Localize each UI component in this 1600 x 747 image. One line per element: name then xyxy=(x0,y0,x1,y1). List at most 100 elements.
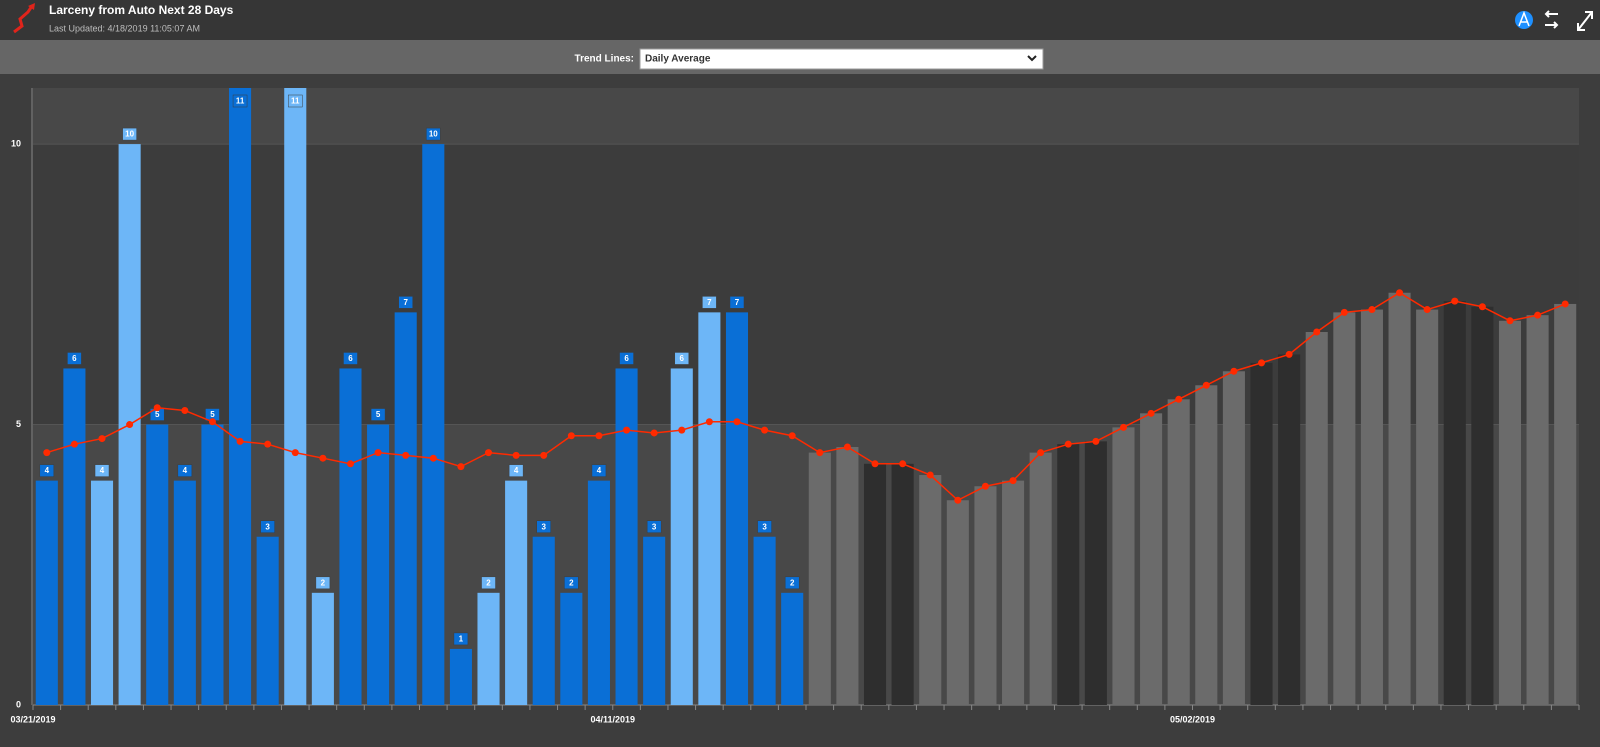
data-label: 3 xyxy=(652,522,657,531)
trend-point xyxy=(1340,308,1348,316)
logo-arrow xyxy=(28,3,35,10)
bar xyxy=(1333,312,1356,705)
swap-arrow[interactable] xyxy=(1544,10,1558,18)
data-label: 1 xyxy=(459,635,464,644)
bar xyxy=(1554,303,1577,705)
trend-point xyxy=(1258,359,1266,367)
data-label-box xyxy=(702,296,717,309)
bar xyxy=(615,368,638,705)
data-label: 4 xyxy=(597,466,602,475)
data-label-box xyxy=(288,94,303,108)
bar xyxy=(422,144,445,705)
trend-point xyxy=(153,404,161,412)
user-icon[interactable] xyxy=(1515,10,1533,29)
trend-point xyxy=(567,432,575,440)
x-tick-label: 04/11/2019 xyxy=(590,714,635,724)
bar xyxy=(1112,427,1135,705)
trend-point xyxy=(70,440,78,448)
data-label: 6 xyxy=(348,354,353,363)
trend-point xyxy=(1119,423,1127,431)
data-label-box xyxy=(177,464,193,477)
trend-point xyxy=(1037,449,1045,457)
data-label: 5 xyxy=(210,410,215,419)
data-label-box xyxy=(564,576,579,590)
bar xyxy=(698,312,721,705)
swap-icon[interactable] xyxy=(1544,10,1559,29)
data-label: 5 xyxy=(155,410,160,419)
bar xyxy=(1222,371,1245,705)
trend-point xyxy=(126,421,134,429)
bar xyxy=(1305,331,1328,705)
trend-point xyxy=(899,460,907,468)
trend-point xyxy=(1478,303,1486,311)
trend-point xyxy=(705,418,713,426)
data-label-box xyxy=(481,576,496,590)
avatar-glyph xyxy=(1518,10,1530,27)
trend-point xyxy=(1009,477,1017,485)
trend-point xyxy=(1396,289,1404,297)
data-label-box xyxy=(784,576,800,590)
data-label-box xyxy=(260,520,275,533)
bar xyxy=(201,424,224,705)
header-bar xyxy=(0,0,1600,40)
trend-point xyxy=(678,426,686,434)
data-label: 4 xyxy=(100,466,105,475)
trend-point xyxy=(1561,300,1569,308)
expand-glyph[interactable] xyxy=(1577,11,1593,31)
trend-point xyxy=(871,460,879,468)
bar xyxy=(863,463,887,705)
select-box[interactable] xyxy=(639,48,1044,70)
data-label: 3 xyxy=(265,522,270,531)
trend-point xyxy=(374,449,382,457)
data-label: 2 xyxy=(569,578,574,587)
bar xyxy=(477,592,500,705)
trend-line xyxy=(46,291,1566,502)
bar xyxy=(229,88,252,705)
select-value[interactable]: Daily Average xyxy=(645,54,711,65)
bar xyxy=(725,312,749,705)
bar xyxy=(670,368,693,705)
trend-point xyxy=(181,407,189,415)
last-updated: Last Updated: 4/18/2019 11:05:07 AM xyxy=(49,23,200,33)
trend-select[interactable]: Daily Average xyxy=(639,48,1044,70)
data-label-box xyxy=(343,352,358,365)
data-label: 5 xyxy=(376,410,381,419)
x-tick-label: 03/21/2019 xyxy=(10,714,55,724)
bar xyxy=(1167,399,1190,705)
bar xyxy=(173,480,196,705)
bar xyxy=(1057,444,1080,705)
bar xyxy=(532,536,555,705)
bar xyxy=(1388,292,1411,705)
bar xyxy=(781,592,804,705)
bar xyxy=(146,424,169,705)
trend-point xyxy=(1451,297,1459,305)
chevron[interactable] xyxy=(1027,55,1037,62)
data-label-box xyxy=(591,464,607,477)
bar xyxy=(1471,306,1494,705)
trend-point xyxy=(429,454,437,462)
bar xyxy=(808,452,831,705)
data-label: 11 xyxy=(291,97,300,106)
data-label: 3 xyxy=(542,522,547,531)
expand-icon[interactable] xyxy=(1577,11,1593,31)
data-label: 4 xyxy=(514,466,519,475)
bar xyxy=(367,424,390,705)
data-label-box xyxy=(729,296,745,309)
bar xyxy=(1029,452,1052,705)
data-label: 6 xyxy=(72,354,77,363)
trend-point xyxy=(1506,317,1514,325)
trend-point xyxy=(236,437,244,445)
bar xyxy=(1002,480,1025,705)
trend-point xyxy=(1175,395,1183,403)
bar xyxy=(1250,362,1273,705)
data-label: 6 xyxy=(624,354,629,363)
bar xyxy=(394,312,417,705)
bar xyxy=(311,592,334,705)
swap-arrow[interactable] xyxy=(1545,21,1559,29)
data-label: 4 xyxy=(45,466,50,475)
data-label-box xyxy=(536,520,551,533)
bar xyxy=(1498,320,1522,705)
trend-point xyxy=(981,482,989,490)
data-label-box xyxy=(39,464,55,477)
